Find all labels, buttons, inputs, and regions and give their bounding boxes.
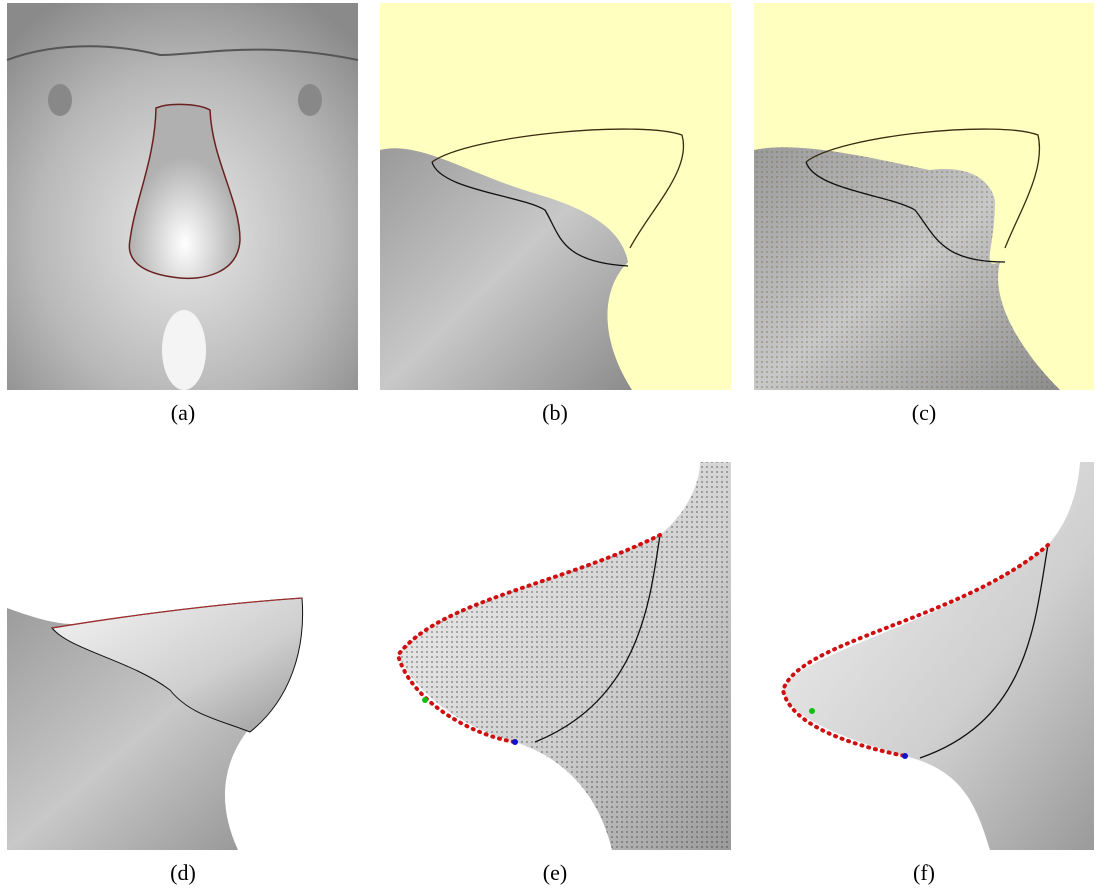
caption: (a)	[171, 400, 195, 425]
panel-f	[783, 462, 1094, 850]
caption: (d)	[170, 860, 196, 885]
panel-d	[7, 598, 303, 850]
panel-e	[398, 462, 731, 850]
panel-a	[7, 3, 358, 390]
panel-c	[754, 3, 1094, 390]
figure: (a) (b) (c) (d) (e) (f)	[0, 0, 1099, 896]
page: (a) (b) (c) (d) (e) (f) (() => { const d…	[0, 0, 1099, 896]
caption: (f)	[913, 860, 935, 885]
caption: (c)	[912, 400, 936, 425]
caption: (e)	[543, 860, 567, 885]
panel-b	[380, 3, 731, 390]
caption: (b)	[542, 400, 568, 425]
